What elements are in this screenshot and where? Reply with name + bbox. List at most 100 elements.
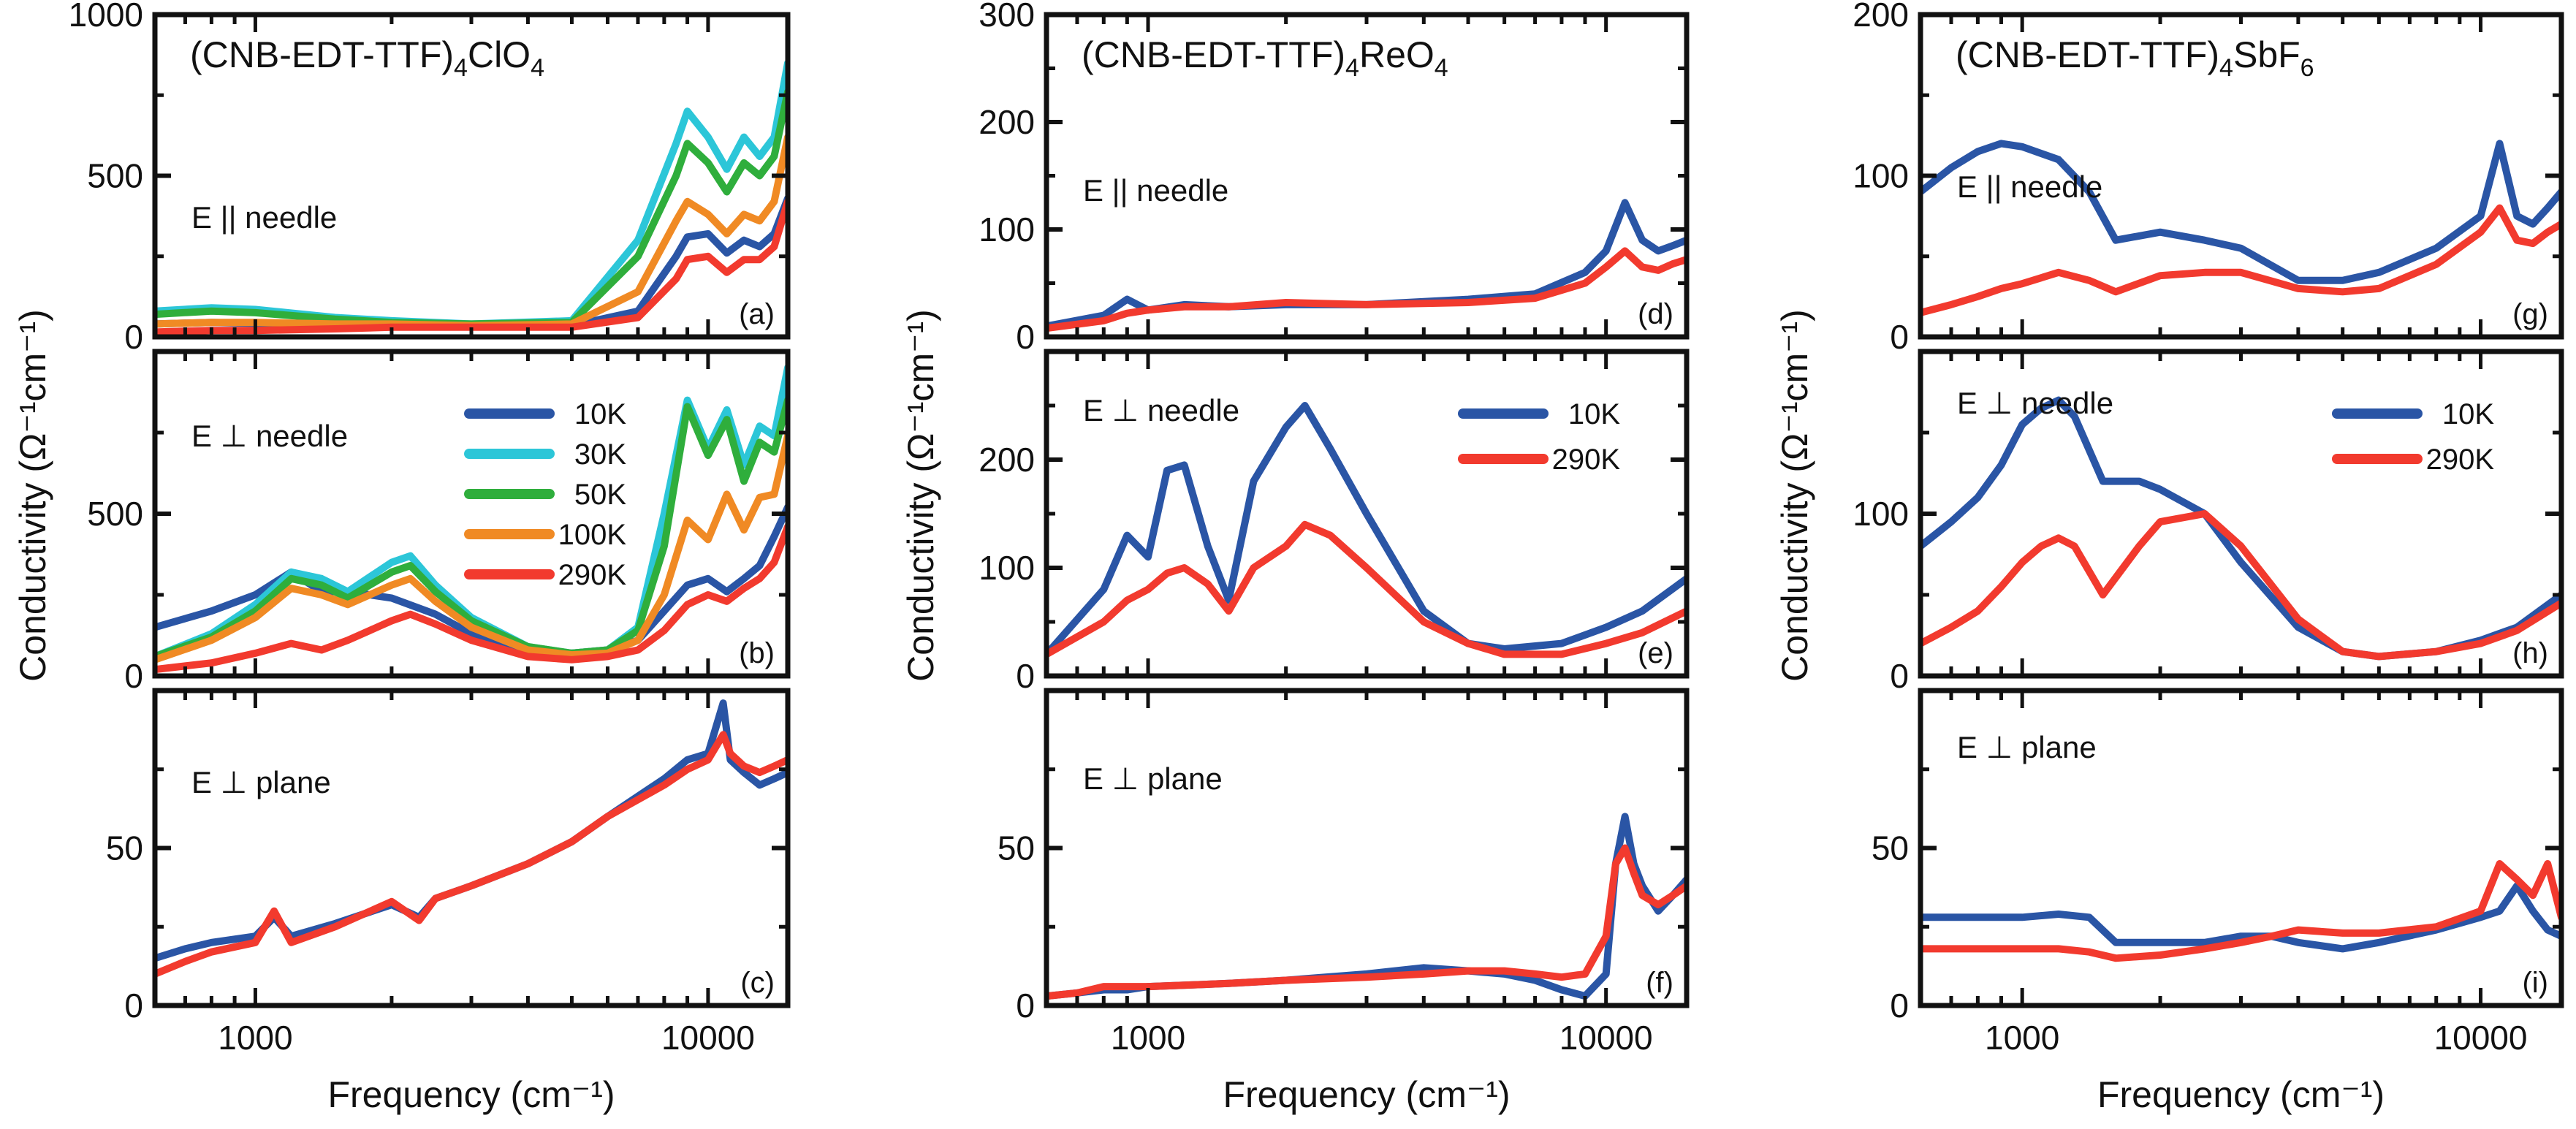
panel-h: 0 100 (h) E ⊥ needle 10K 290K <box>1853 349 2564 695</box>
polarization-label: E ⊥ needle <box>1083 393 1239 427</box>
compound-title: (CNB-EDT-TTF)4ReO4 <box>1082 34 1448 82</box>
compound-mid: ClO <box>468 34 531 75</box>
y-tick-label: 100 <box>1853 495 1909 533</box>
series-line-290K <box>155 731 788 978</box>
panel-g: 0 100 200 (g) E || needle <box>1853 0 2564 356</box>
series-line-30K <box>155 59 788 328</box>
y-tick-label: 0 <box>124 318 143 356</box>
y-tick-label: 0 <box>124 987 143 1025</box>
series-line-10K <box>1046 402 1687 658</box>
compound-title: (CNB-EDT-TTF)4SbF6 <box>1956 34 2314 82</box>
legend-label: 50K <box>574 479 626 511</box>
series-group <box>155 699 788 978</box>
y-tick-label: 50 <box>998 829 1035 867</box>
panel-c: 0 50 (c) E ⊥ plane 1000 10000 <box>106 688 791 1057</box>
y-tick-label: 0 <box>1890 657 1909 695</box>
y-tick-label: 100 <box>979 210 1035 248</box>
compound-sub2: 4 <box>1435 54 1448 82</box>
y-tick-label: 0 <box>1016 987 1035 1025</box>
series-group <box>155 364 788 674</box>
panel-letter: (g) <box>2512 298 2548 330</box>
compound-mid: SbF <box>2233 34 2300 75</box>
series-line-290K <box>1920 860 2561 962</box>
y-tick-label: 500 <box>87 495 143 533</box>
y-axis-title: Conductivity (Ω⁻¹cm⁻¹) <box>1774 309 1815 682</box>
series-group <box>1920 140 2561 316</box>
series-line-290K <box>1920 510 2561 661</box>
series-line-290K <box>1046 520 1687 658</box>
series-line-290K <box>1920 204 2561 316</box>
legend-label: 10K <box>2442 398 2494 430</box>
legend-label: 290K <box>2426 444 2495 476</box>
series-line-100K <box>155 133 788 330</box>
y-tick-label: 500 <box>87 157 143 195</box>
series-group <box>1046 813 1687 1000</box>
series-line-290K <box>1046 247 1687 332</box>
panel-f: 0 50 (f) E ⊥ plane 1000 10000 <box>998 688 1690 1057</box>
y-tick-label: 0 <box>1890 987 1909 1025</box>
compound-base: (CNB-EDT-TTF) <box>190 34 454 75</box>
compound-base: (CNB-EDT-TTF) <box>1082 34 1345 75</box>
series-line-50K <box>155 88 788 328</box>
series-line-290K <box>1046 844 1687 1000</box>
legend-label: 100K <box>558 519 627 551</box>
y-tick-label: 200 <box>979 103 1035 141</box>
y-tick-label: 0 <box>124 657 143 695</box>
x-axis-title: Frequency (cm⁻¹) <box>327 1074 615 1115</box>
panel-i: 0 50 (i) E ⊥ plane 1000 10000 <box>1872 688 2564 1057</box>
series-group <box>1920 396 2561 661</box>
series-group <box>1046 402 1687 658</box>
panel-b: 0 500 (b) E ⊥ needle 10K 30K 50K 100K 290K <box>87 349 791 695</box>
series-group <box>1920 860 2561 962</box>
compound-sub2: 6 <box>2300 54 2314 82</box>
polarization-label: E ⊥ needle <box>1957 386 2113 420</box>
y-tick-label: 200 <box>1853 0 1909 34</box>
x-tick-label: 1000 <box>1111 1019 1185 1057</box>
legend-label: 10K <box>1568 398 1620 430</box>
series-line-10K <box>1920 140 2561 284</box>
polarization-label: E || needle <box>1957 170 2102 204</box>
y-axis-title: Conductivity (Ω⁻¹cm⁻¹) <box>12 309 53 682</box>
x-tick-label: 10000 <box>1559 1019 1653 1057</box>
compound-sub1: 4 <box>2219 54 2233 82</box>
y-tick-label: 100 <box>1853 157 1909 195</box>
panel-a: 0 500 1000 (a) E || needle <box>69 0 791 356</box>
compound-sub1: 4 <box>1345 54 1359 82</box>
polarization-label: E || needle <box>1083 173 1228 208</box>
x-axis-title: Frequency (cm⁻¹) <box>1223 1074 1510 1115</box>
polarization-label: E ⊥ needle <box>191 419 348 453</box>
y-tick-label: 50 <box>1872 829 1909 867</box>
y-tick-label: 1000 <box>69 0 143 34</box>
polarization-label: E ⊥ plane <box>191 765 331 799</box>
y-tick-label: 300 <box>979 0 1035 34</box>
y-tick-label: 100 <box>979 549 1035 587</box>
legend-label: 10K <box>574 398 626 430</box>
panel-letter: (i) <box>2522 967 2548 999</box>
y-tick-label: 50 <box>106 829 143 867</box>
series-group <box>1046 199 1687 332</box>
panel-letter: (f) <box>1646 967 1673 999</box>
x-axis-title: Frequency (cm⁻¹) <box>2097 1074 2385 1115</box>
panel-frame <box>152 688 791 1008</box>
series-line-290K <box>155 197 788 336</box>
legend-label: 290K <box>1552 444 1621 476</box>
panel-letter: (h) <box>2512 637 2548 669</box>
panel-e: 0 100 200 (e) E ⊥ needle 10K 290K <box>979 349 1690 695</box>
panel-d: 0 100 200 300 (d) E || needle <box>979 0 1690 356</box>
compound-sub1: 4 <box>454 54 468 82</box>
polarization-label: E || needle <box>191 200 337 235</box>
panel-letter: (b) <box>739 637 775 669</box>
series-line-10K <box>1920 396 2561 661</box>
series-line-10K <box>155 699 788 962</box>
compound-mid: ReO <box>1359 34 1435 75</box>
y-axis-title: Conductivity (Ω⁻¹cm⁻¹) <box>900 309 941 682</box>
y-tick-label: 0 <box>1016 318 1035 356</box>
panel-letter: (e) <box>1638 637 1673 669</box>
x-tick-label: 10000 <box>2434 1019 2528 1057</box>
series-group <box>155 59 788 336</box>
panel-letter: (a) <box>739 298 775 330</box>
legend: 10K 290K <box>2332 398 2495 476</box>
compound-sub2: 4 <box>531 54 544 82</box>
x-tick-label: 10000 <box>661 1019 755 1057</box>
